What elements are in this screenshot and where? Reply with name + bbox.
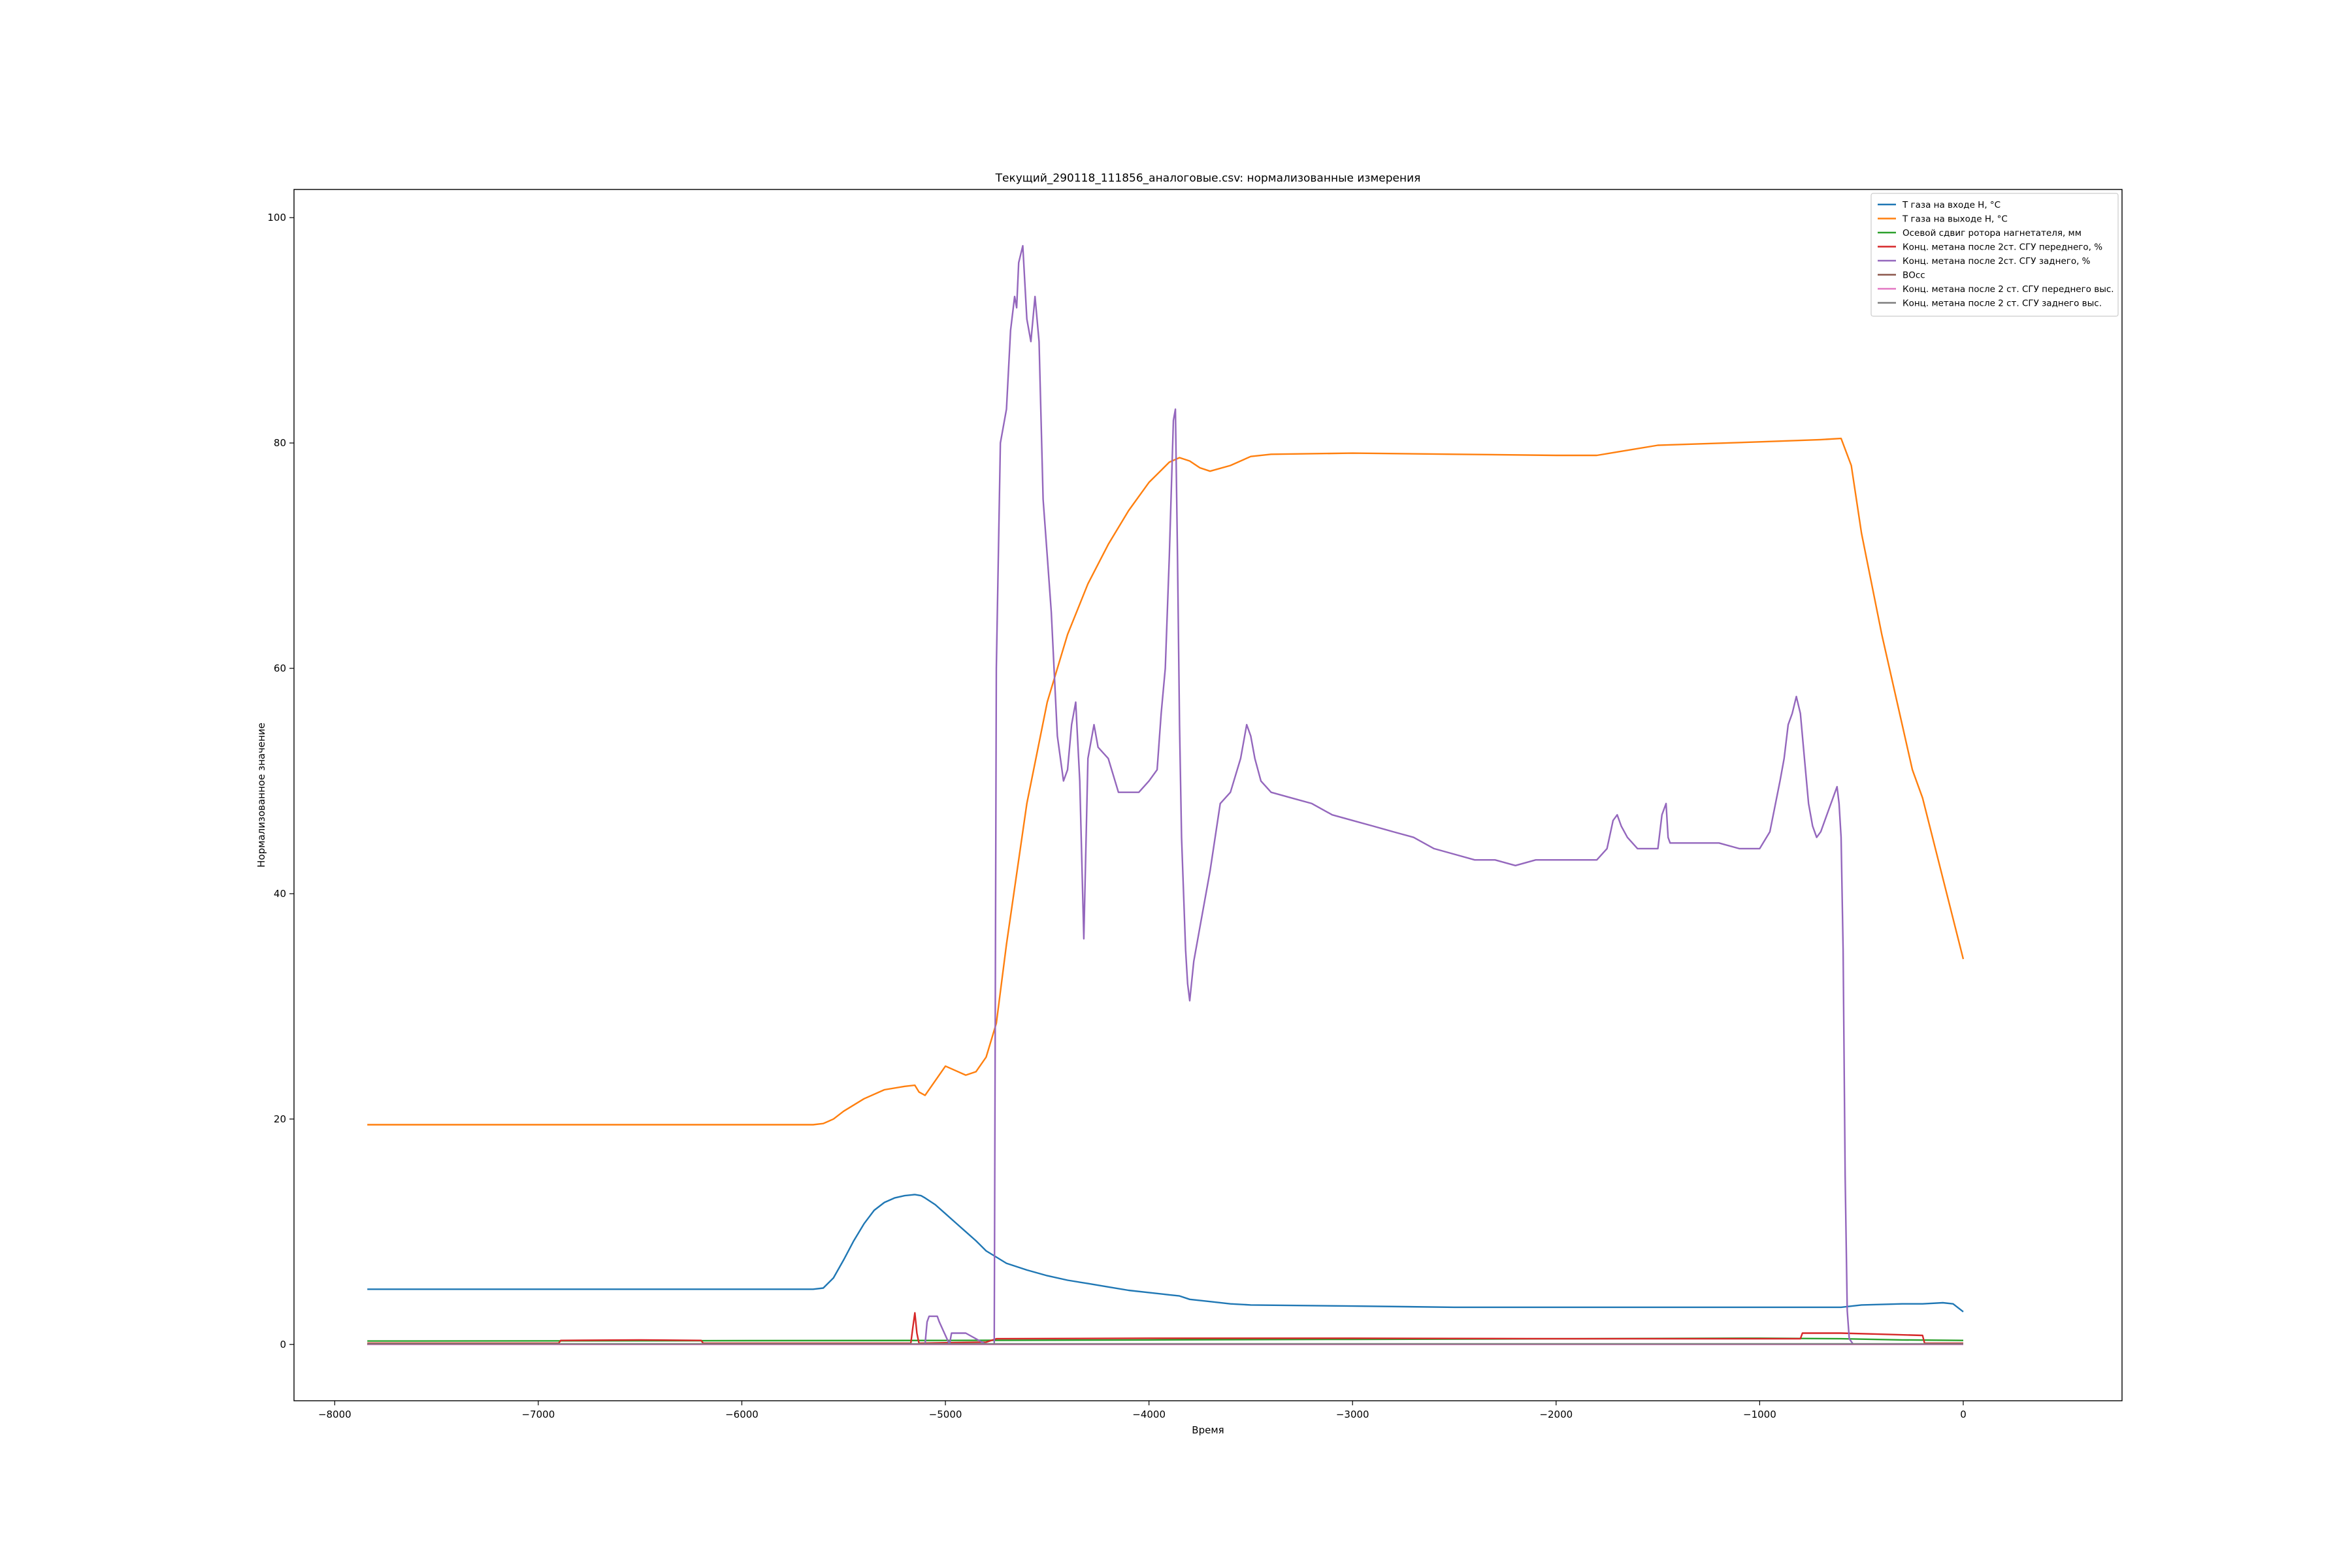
legend-entry: T газа на выходе Н, °C	[1902, 214, 2008, 225]
series-line-1	[367, 1194, 1964, 1313]
x-tick-label: −8000	[318, 1409, 351, 1420]
legend-entry: Конц. метана после 2ст. СГУ заднего, %	[1903, 256, 2091, 267]
x-tick-label: 0	[1960, 1409, 1967, 1420]
y-tick-label: 20	[274, 1113, 286, 1125]
ticks-layer: −8000 −7000 −6000 −5000 −4000 −3000 −2000 −1000…	[267, 212, 1966, 1420]
legend: T газа на входе Н, °C T газа на выходе Н,…	[1870, 193, 2119, 317]
legend-entry: Осевой сдвиг ротора нагнетателя, мм	[1903, 228, 2082, 238]
plot-frame	[293, 189, 2123, 1401]
series-line-4	[367, 1312, 1963, 1345]
legend-entry: Конц. метана после 2ст. СГУ переднего, %	[1903, 242, 2102, 253]
x-tick-label: −5000	[929, 1409, 962, 1420]
legend-box	[1870, 193, 2119, 317]
legend-entry: ВОсс	[1903, 270, 1925, 281]
y-tick-label: 60	[274, 662, 286, 674]
legend-entry: Конц. метана после 2 ст. СГУ переднего в…	[1903, 284, 2114, 295]
y-axis-label: Нормализованное значение	[255, 723, 267, 868]
x-tick-label: −3000	[1336, 1409, 1369, 1420]
x-tick-label: −4000	[1132, 1409, 1166, 1420]
y-tick-label: 40	[274, 888, 286, 900]
x-tick-label: −6000	[725, 1409, 759, 1420]
series-layer	[367, 245, 1965, 1346]
series-line-2	[367, 437, 1965, 1126]
legend-entry: Конц. метана после 2 ст. СГУ заднего выс…	[1903, 299, 2102, 309]
x-tick-label: −7000	[522, 1409, 555, 1420]
y-tick-label: 80	[274, 437, 286, 449]
legend-entry: T газа на входе Н, °C	[1902, 200, 2001, 210]
chart-title: Текущий_290118_111856_аналоговые.csv: но…	[995, 172, 1421, 185]
x-tick-label: −1000	[1743, 1409, 1776, 1420]
x-axis-label: Время	[1192, 1424, 1224, 1436]
y-tick-label: 0	[280, 1339, 286, 1350]
x-tick-label: −2000	[1539, 1409, 1573, 1420]
series-line-5	[367, 245, 1963, 1346]
y-tick-label: 100	[267, 212, 286, 223]
